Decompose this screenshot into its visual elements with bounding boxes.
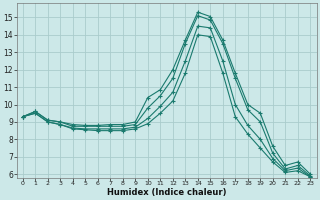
X-axis label: Humidex (Indice chaleur): Humidex (Indice chaleur)	[107, 188, 226, 197]
